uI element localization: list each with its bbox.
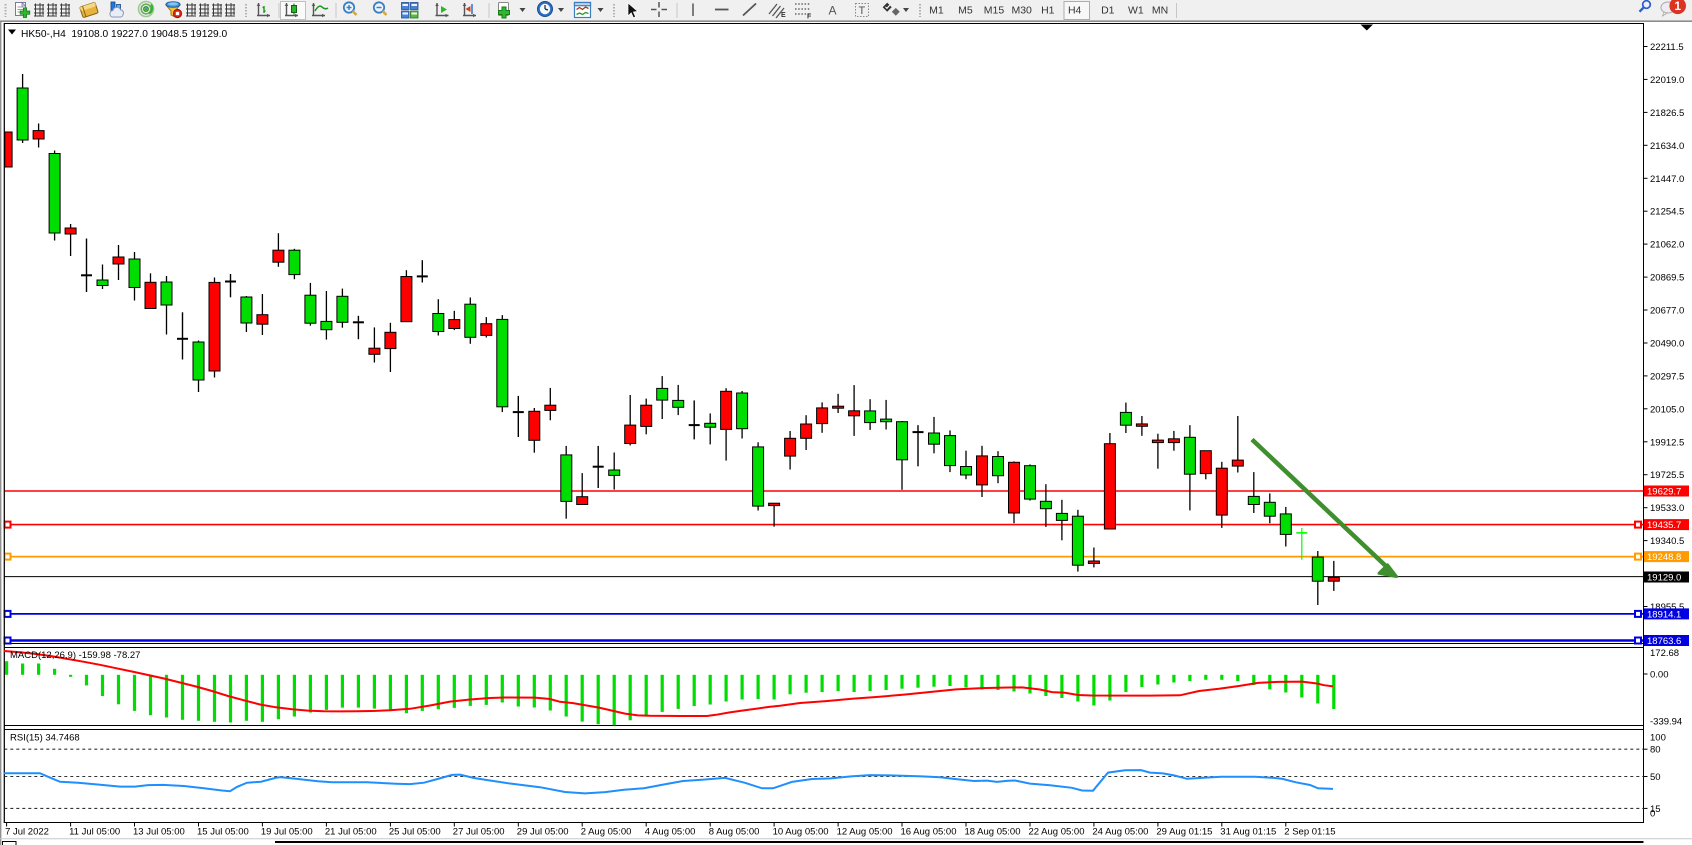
svg-text:20297.5: 20297.5 — [1650, 371, 1684, 382]
svg-text:0: 0 — [1650, 809, 1655, 820]
svg-text:1: 1 — [1674, 0, 1681, 13]
svg-text:F: F — [807, 14, 812, 21]
svg-text:-339.94: -339.94 — [1650, 717, 1682, 728]
svg-text:4 Aug 05:00: 4 Aug 05:00 — [645, 827, 696, 838]
svg-text:31 Aug 01:15: 31 Aug 01:15 — [1220, 827, 1276, 838]
svg-text:11 Jul 05:00: 11 Jul 05:00 — [69, 827, 120, 838]
svg-text:21062.0: 21062.0 — [1650, 240, 1684, 251]
svg-text:100: 100 — [1650, 733, 1666, 744]
svg-text:24 Aug 05:00: 24 Aug 05:00 — [1092, 827, 1148, 838]
svg-text:19 Jul 05:00: 19 Jul 05:00 — [261, 827, 313, 838]
svg-text:H4: H4 — [1068, 5, 1082, 17]
svg-text:19629.7: 19629.7 — [1647, 487, 1681, 498]
svg-text:18914.1: 18914.1 — [1647, 610, 1681, 621]
svg-text:19248.8: 19248.8 — [1647, 552, 1681, 563]
svg-text:M1: M1 — [929, 5, 944, 17]
svg-text:20490.0: 20490.0 — [1650, 339, 1684, 350]
svg-text:0.00: 0.00 — [1650, 670, 1669, 681]
svg-text:19129.0: 19129.0 — [1647, 573, 1681, 584]
svg-text:20869.5: 20869.5 — [1650, 273, 1684, 284]
svg-text:HK50-,H4 19108.0 19227.0 1904: HK50-,H4 19108.0 19227.0 19048.5 19129.0 — [21, 29, 228, 40]
svg-text:21254.5: 21254.5 — [1650, 207, 1684, 218]
svg-text:13 Jul 05:00: 13 Jul 05:00 — [133, 827, 185, 838]
svg-text:21826.5: 21826.5 — [1650, 108, 1684, 119]
svg-text:18763.6: 18763.6 — [1647, 636, 1681, 647]
svg-text:20677.0: 20677.0 — [1650, 306, 1684, 317]
svg-text:W1: W1 — [1128, 5, 1144, 17]
svg-text:D1: D1 — [1101, 5, 1115, 17]
svg-text:RSI(15) 34.7468: RSI(15) 34.7468 — [10, 733, 80, 744]
svg-text:M5: M5 — [958, 5, 973, 17]
svg-text:7 Jul 2022: 7 Jul 2022 — [5, 827, 49, 838]
svg-text:15: 15 — [1650, 804, 1661, 815]
svg-text:20105.0: 20105.0 — [1650, 404, 1684, 415]
svg-text:2 Aug 05:00: 2 Aug 05:00 — [581, 827, 632, 838]
svg-text:22 Aug 05:00: 22 Aug 05:00 — [1029, 827, 1085, 838]
svg-text:22019.0: 22019.0 — [1650, 75, 1684, 86]
svg-text:50: 50 — [1650, 772, 1661, 783]
svg-text:18 Aug 05:00: 18 Aug 05:00 — [965, 827, 1021, 838]
svg-text:29 Aug 01:15: 29 Aug 01:15 — [1156, 827, 1212, 838]
svg-text:18955.5: 18955.5 — [1650, 602, 1684, 613]
svg-text:T: T — [859, 5, 866, 17]
svg-text:19533.0: 19533.0 — [1650, 503, 1684, 514]
svg-text:MACD(12,26,9) -159.98 -78.27: MACD(12,26,9) -159.98 -78.27 — [10, 650, 140, 661]
svg-text:27 Jul 05:00: 27 Jul 05:00 — [453, 827, 505, 838]
svg-text:29 Jul 05:00: 29 Jul 05:00 — [517, 827, 569, 838]
svg-text:172.68: 172.68 — [1650, 648, 1679, 659]
svg-text:16 Aug 05:00: 16 Aug 05:00 — [901, 827, 957, 838]
svg-text:H1: H1 — [1041, 5, 1055, 17]
svg-text:A: A — [829, 4, 837, 18]
svg-text:8 Aug 05:00: 8 Aug 05:00 — [709, 827, 760, 838]
svg-text:21634.0: 21634.0 — [1650, 141, 1684, 152]
svg-text:E: E — [781, 12, 786, 19]
svg-text:21447.0: 21447.0 — [1650, 174, 1684, 185]
svg-text:10 Aug 05:00: 10 Aug 05:00 — [773, 827, 829, 838]
svg-text:12 Aug 05:00: 12 Aug 05:00 — [837, 827, 893, 838]
svg-text:19725.5: 19725.5 — [1650, 470, 1684, 481]
svg-text:MN: MN — [1152, 5, 1168, 17]
svg-text:80: 80 — [1650, 745, 1661, 756]
svg-text:22211.5: 22211.5 — [1650, 42, 1684, 53]
svg-text:15 Jul 05:00: 15 Jul 05:00 — [197, 827, 249, 838]
svg-text:25 Jul 05:00: 25 Jul 05:00 — [389, 827, 441, 838]
svg-text:19912.5: 19912.5 — [1650, 437, 1684, 448]
svg-text:2 Sep 01:15: 2 Sep 01:15 — [1284, 827, 1335, 838]
svg-text:19340.5: 19340.5 — [1650, 536, 1684, 547]
svg-text:19435.7: 19435.7 — [1647, 520, 1681, 531]
svg-text:21 Jul 05:00: 21 Jul 05:00 — [325, 827, 377, 838]
svg-text:M15: M15 — [984, 5, 1005, 17]
svg-text:M30: M30 — [1011, 5, 1032, 17]
